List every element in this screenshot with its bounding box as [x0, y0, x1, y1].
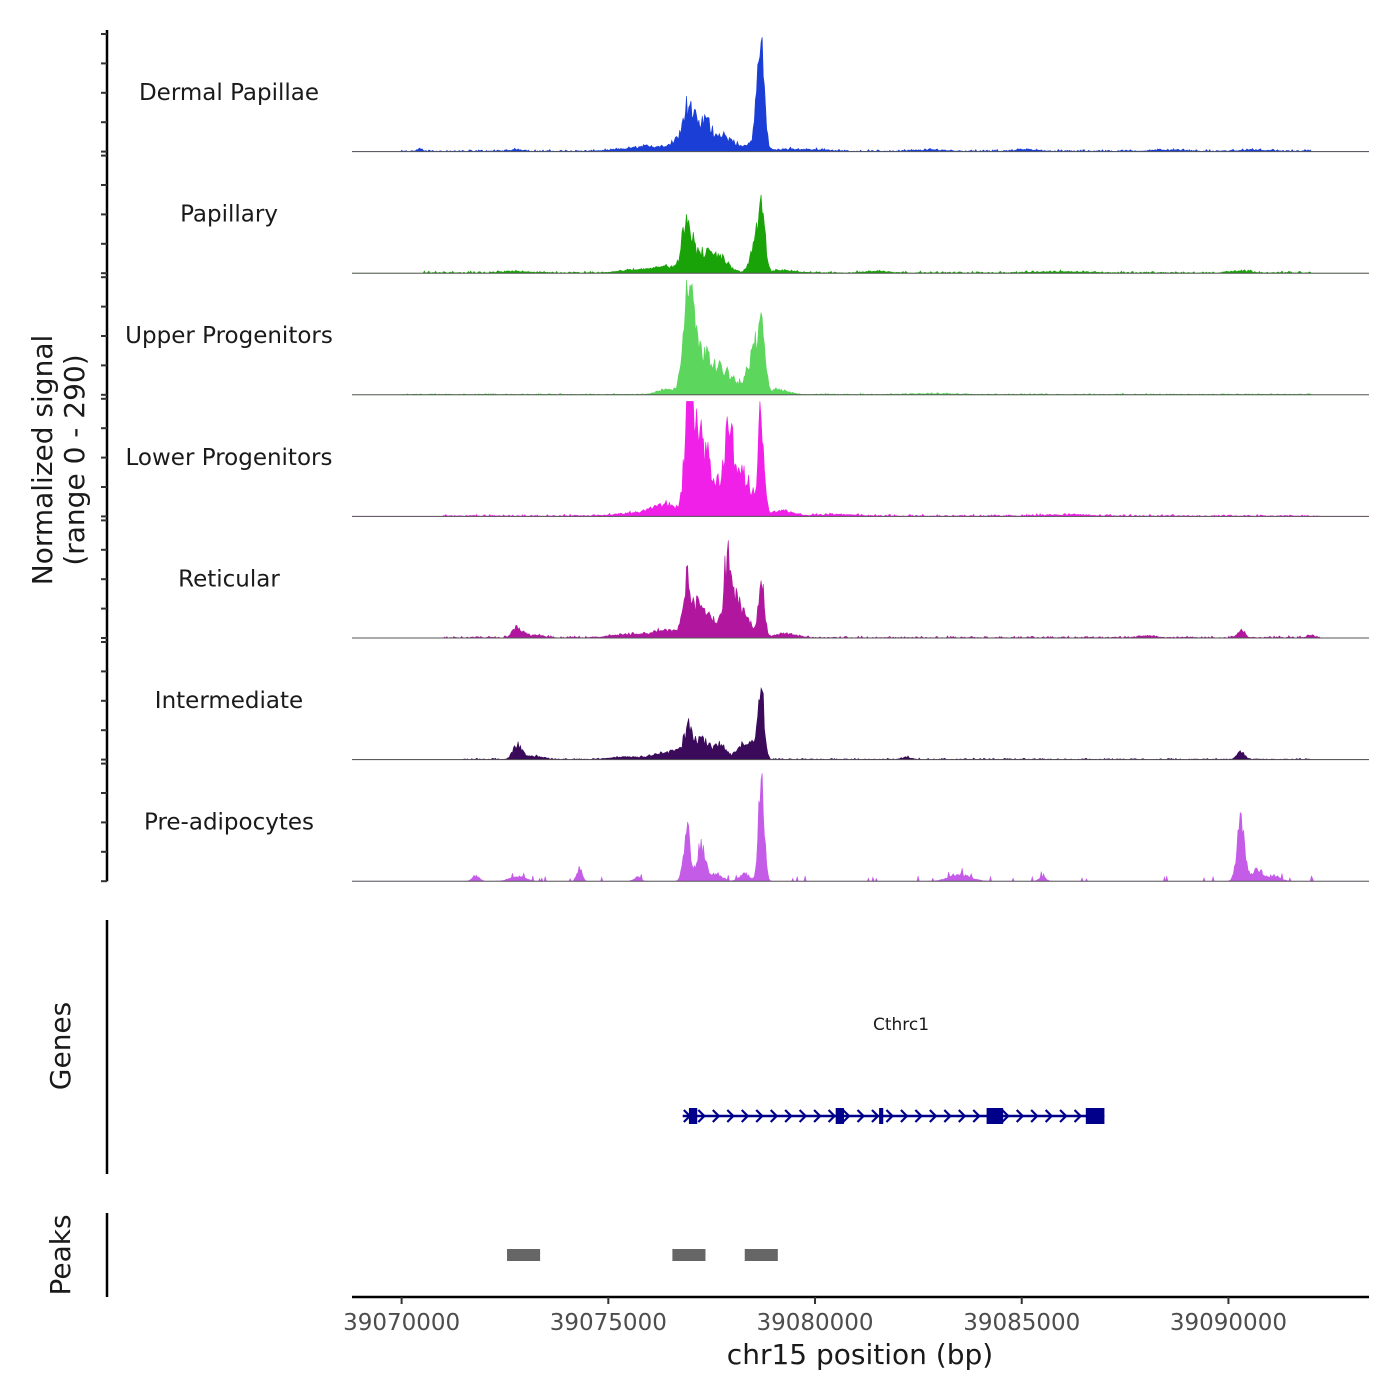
strand-arrow — [871, 1109, 880, 1123]
x-tick-label: 39090000 — [1170, 1310, 1287, 1336]
y-axis-title-line1: Normalized signal — [26, 335, 59, 586]
strand-arrow — [900, 1109, 909, 1123]
strand-arrow — [740, 1109, 750, 1123]
x-tick-label: 39070000 — [343, 1310, 460, 1336]
strand-arrow — [856, 1109, 866, 1123]
peaks-panel: Peaks — [44, 1213, 778, 1297]
strand-arrow — [1044, 1109, 1054, 1123]
x-tick-label: 39080000 — [756, 1310, 873, 1336]
track-label: Dermal Papillae — [139, 80, 319, 106]
track-label: Reticular — [178, 566, 280, 592]
strand-arrow — [726, 1109, 735, 1123]
track-reticular: Reticular — [178, 540, 1369, 639]
strand-arrow — [943, 1109, 952, 1123]
peaks-axis-title: Peaks — [44, 1214, 77, 1295]
y-axis-title-line2: (range 0 - 290) — [58, 354, 91, 565]
track-label: Upper Progenitors — [125, 323, 333, 349]
track-papillary: Papillary — [180, 194, 1369, 274]
strand-arrow — [697, 1109, 706, 1123]
strand-arrow — [755, 1109, 764, 1123]
strand-arrow — [914, 1109, 923, 1123]
strand-arrow — [1001, 1109, 1010, 1123]
gene-exon — [688, 1108, 698, 1124]
strand-arrow — [1059, 1109, 1068, 1123]
x-axis-title: chr15 position (bp) — [727, 1338, 993, 1371]
strand-arrow — [842, 1109, 851, 1123]
strand-arrow — [1030, 1109, 1039, 1123]
strand-arrow — [1015, 1109, 1025, 1123]
genes-panel: Genes Cthrc1 — [44, 920, 1105, 1174]
x-tick-label: 39085000 — [963, 1310, 1080, 1336]
track-pre-adipocytes: Pre-adipocytes — [144, 773, 1369, 883]
strand-arrow — [958, 1109, 967, 1123]
track-dermal-papillae: Dermal Papillae — [139, 37, 1369, 153]
genes-axis-title: Genes — [44, 1002, 77, 1090]
track-label: Lower Progenitors — [126, 445, 333, 471]
track-label: Intermediate — [155, 688, 303, 714]
strand-arrow — [784, 1109, 793, 1123]
peak-region-bar — [744, 1249, 778, 1261]
strand-arrow — [827, 1109, 837, 1123]
gene-exon — [879, 1108, 884, 1124]
strand-arrow — [769, 1109, 779, 1123]
peak-region-bar — [672, 1249, 706, 1261]
track-lower-progenitors: Lower Progenitors — [126, 401, 1369, 517]
track-label: Papillary — [180, 202, 278, 228]
y-axis-title: Normalized signal (range 0 - 290) — [26, 335, 91, 586]
x-tick-label: 39075000 — [550, 1310, 667, 1336]
gene-model — [682, 1108, 1105, 1124]
strand-arrow — [885, 1109, 894, 1123]
x-axis: 39070000 39075000 39080000 39085000 39090000… — [343, 1295, 1369, 1371]
track-upper-progenitors: Upper Progenitors — [125, 279, 1369, 396]
strand-arrow — [813, 1109, 822, 1123]
gene-exon — [1085, 1108, 1105, 1124]
strand-arrow — [798, 1109, 808, 1123]
strand-arrow — [712, 1109, 721, 1123]
track-intermediate: Intermediate — [155, 687, 1369, 761]
peak-region-bar — [507, 1249, 541, 1261]
track-label: Pre-adipocytes — [144, 810, 314, 836]
coverage-tracks: Dermal Papillae Papillary Upper Progenitor… — [125, 37, 1369, 883]
peak-regions — [507, 1249, 778, 1261]
x-ticks: 39070000 39075000 39080000 39085000 39090000 — [343, 1297, 1287, 1336]
gene-exon — [835, 1108, 844, 1124]
strand-arrow — [1073, 1109, 1083, 1123]
gene-exon — [986, 1108, 1004, 1124]
strand-arrow — [929, 1109, 938, 1123]
gene-name-label: Cthrc1 — [873, 1015, 929, 1035]
strand-arrow — [972, 1109, 981, 1123]
signal-axis — [101, 30, 109, 883]
